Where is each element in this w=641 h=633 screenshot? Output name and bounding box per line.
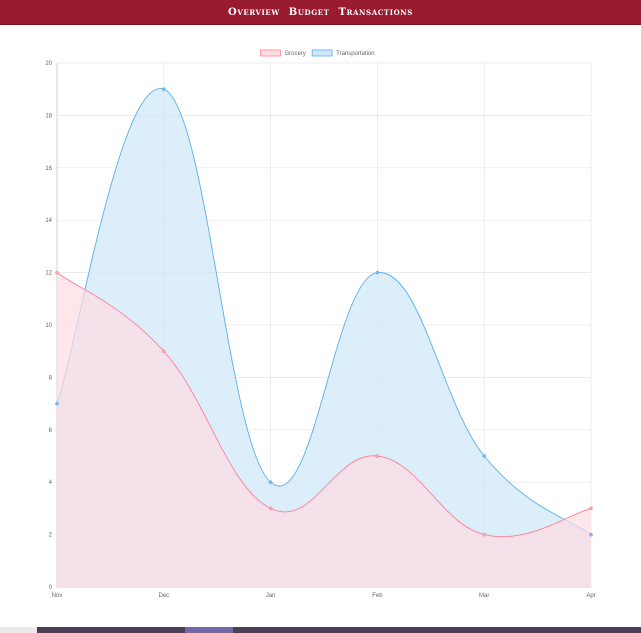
data-point-grocery xyxy=(482,532,487,537)
x-tick-label: Mar xyxy=(479,593,489,599)
data-point-grocery xyxy=(375,454,380,458)
footer-segment-active xyxy=(185,627,233,633)
nav-overview[interactable]: Overview xyxy=(228,6,280,18)
x-tick-label: Apr xyxy=(586,593,595,599)
data-point-grocery xyxy=(55,270,59,275)
y-tick-label: 14 xyxy=(45,218,52,224)
x-tick-label: Feb xyxy=(372,593,383,599)
legend-swatch-grocery xyxy=(260,49,281,57)
x-tick-label: Dec xyxy=(158,593,169,599)
y-tick-label: 8 xyxy=(49,375,53,381)
legend-label-grocery: Grocery xyxy=(284,51,305,57)
top-nav: Overview Budget Transactions xyxy=(0,0,641,25)
legend-label-transportation: Transportation xyxy=(336,51,374,57)
data-point-transportation xyxy=(55,401,59,406)
area-chart: 0 2 4 6 8 10 12 14 16 18 20 Nov Dec Jan Feb Mar Apr Groce… xyxy=(45,49,596,599)
series-area-grocery xyxy=(57,272,591,587)
data-point-transportation xyxy=(268,480,273,485)
data-point-transportation xyxy=(375,270,380,275)
y-tick-label: 4 xyxy=(49,480,53,486)
y-tick-label: 18 xyxy=(45,113,52,119)
y-tick-label: 0 xyxy=(49,585,53,591)
footer-bar xyxy=(0,627,641,633)
y-tick-label: 10 xyxy=(45,323,52,329)
series-line-transportation xyxy=(56,88,592,535)
x-tick-label: Nov xyxy=(52,593,63,599)
y-tick-label: 6 xyxy=(49,428,53,434)
legend-swatch-transportation xyxy=(311,49,333,57)
data-point-grocery xyxy=(268,506,273,511)
nav-transactions[interactable]: Transactions xyxy=(338,6,413,18)
chart-container: 0 2 4 6 8 10 12 14 16 18 20 Nov Dec Jan Feb Mar Apr Groce… xyxy=(0,32,641,622)
data-point-transportation xyxy=(589,532,593,537)
x-tick-label: Jan xyxy=(266,593,276,599)
data-point-grocery xyxy=(589,506,593,511)
y-tick-label: 16 xyxy=(45,166,52,172)
nav-budget[interactable]: Budget xyxy=(288,6,330,18)
y-tick-label: 12 xyxy=(45,271,52,277)
data-point-transportation xyxy=(161,87,166,92)
data-point-grocery xyxy=(161,349,166,354)
y-tick-label: 20 xyxy=(45,61,52,67)
data-point-transportation xyxy=(482,454,487,458)
footer-segment xyxy=(0,627,37,633)
y-tick-label: 2 xyxy=(49,533,53,539)
